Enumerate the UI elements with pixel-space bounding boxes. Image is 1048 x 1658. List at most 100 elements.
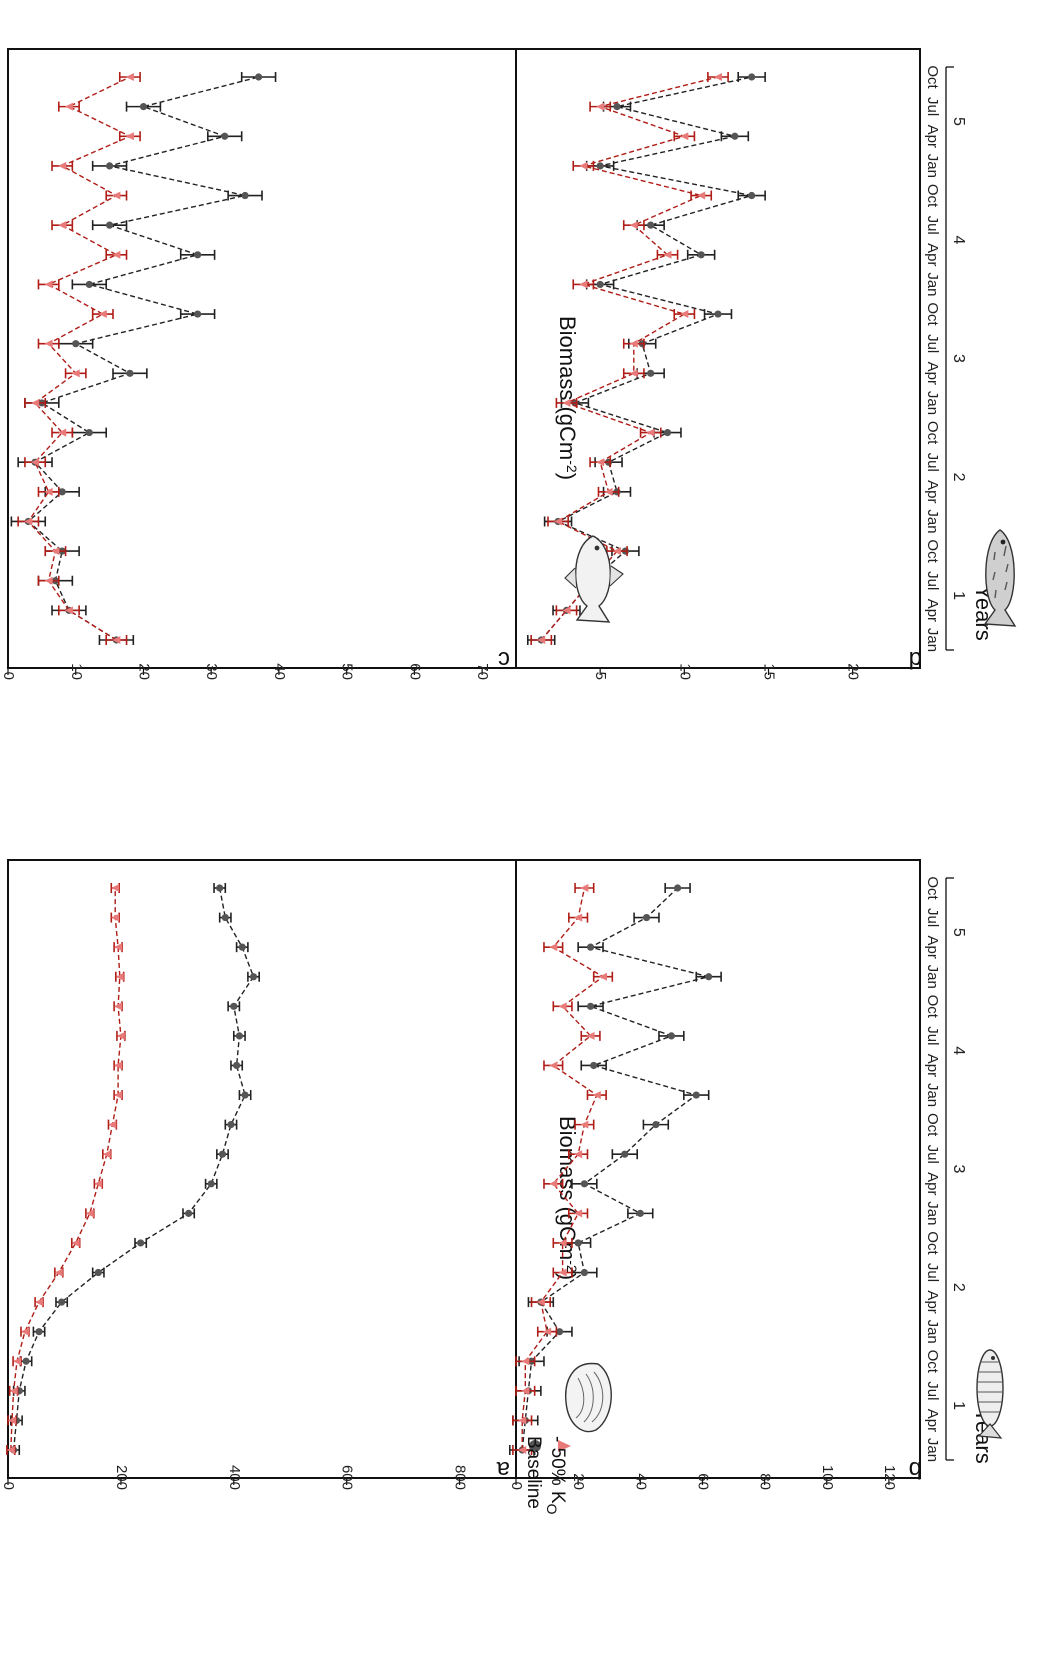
- data-point-baseline: [238, 943, 246, 951]
- legend-item-baseline: Baseline: [523, 1436, 544, 1509]
- data-point-reduced: [44, 576, 53, 585]
- data-point-reduced: [31, 458, 40, 467]
- data-point-reduced: [112, 250, 121, 259]
- data-point-baseline: [58, 1298, 66, 1306]
- panel-b: 0 20 40 60 80 100 120: [508, 859, 921, 1490]
- data-point-reduced: [579, 161, 588, 170]
- panel-letter-c: c: [498, 646, 510, 673]
- data-point-baseline: [216, 884, 224, 892]
- data-point-reduced: [518, 1416, 527, 1425]
- data-point-reduced: [604, 487, 613, 496]
- data-point-reduced: [44, 339, 53, 348]
- data-point-baseline: [586, 1002, 595, 1010]
- data-point-baseline: [85, 428, 93, 437]
- y-tick-label: 70: [474, 663, 491, 680]
- data-point-baseline: [235, 1032, 244, 1040]
- data-point-reduced: [521, 1386, 530, 1395]
- legend-item-reduced: - 50% KO: [544, 1436, 571, 1515]
- month-tick-label: Apr: [924, 243, 941, 266]
- data-point-reduced: [549, 943, 558, 952]
- y-tick-label: 800: [452, 1465, 469, 1490]
- data-point-reduced: [35, 1298, 44, 1307]
- y-tick-label: 0: [508, 1482, 525, 1490]
- data-point-baseline: [227, 1121, 235, 1129]
- data-point-reduced: [629, 369, 638, 378]
- series-line-baseline-c: [27, 76, 259, 641]
- legend-marker-baseline: [529, 1440, 541, 1452]
- year-tick-label: 3: [950, 1165, 967, 1174]
- month-tick-label: Oct: [924, 1231, 941, 1255]
- data-point-reduced: [629, 221, 638, 230]
- data-point-reduced: [71, 1238, 80, 1247]
- month-tick-label: Oct: [924, 302, 941, 326]
- data-point-baseline: [580, 1180, 588, 1188]
- y-tick-label: 100: [819, 1465, 836, 1490]
- y-tick-label: 200: [113, 1465, 130, 1490]
- y-tick-label: 5: [592, 672, 609, 680]
- data-point-reduced: [58, 221, 67, 230]
- data-point-reduced: [549, 1179, 558, 1188]
- data-point-reduced: [114, 943, 123, 952]
- panel-letter-d: d: [909, 646, 922, 673]
- x-axis-bottom: Jan Apr Jul Oct Jan Apr Jul Oct Jan Apr Jul Oct Jan A…: [924, 65, 967, 652]
- month-tick-label: Jul: [924, 1381, 941, 1400]
- data-point-reduced: [13, 1357, 22, 1366]
- data-point-baseline: [731, 132, 739, 140]
- data-point-baseline: [621, 1150, 629, 1158]
- y-axis-title-top: Biomass (gCm-2): [555, 316, 580, 480]
- data-point-reduced: [554, 517, 563, 526]
- year-tick-label: 5: [950, 928, 967, 937]
- data-point-reduced: [613, 547, 621, 556]
- data-point-reduced: [646, 428, 655, 437]
- data-point-reduced: [586, 1031, 595, 1040]
- month-tick-label: Oct: [924, 995, 941, 1019]
- month-tick-label: Jan: [924, 272, 941, 296]
- year-tick-label: 1: [950, 1401, 967, 1410]
- data-point-reduced: [85, 1209, 94, 1218]
- data-point-reduced: [680, 132, 689, 141]
- data-point-baseline: [674, 884, 682, 892]
- data-point-baseline: [663, 428, 672, 437]
- data-point-reduced: [562, 606, 571, 615]
- month-tick-label: Apr: [924, 1409, 941, 1432]
- month-tick-label: Jan: [924, 1201, 941, 1225]
- year-tick-label: 2: [950, 1283, 967, 1292]
- data-point-reduced: [24, 517, 33, 526]
- data-point-reduced: [6, 1446, 15, 1454]
- y-tick-label: 0: [0, 1482, 17, 1490]
- small-fish-icon: [976, 1349, 1004, 1439]
- month-tick-label: Oct: [924, 876, 941, 900]
- month-tick-label: Oct: [924, 1350, 941, 1374]
- series-line-reduced-c: [27, 76, 132, 641]
- data-point-reduced: [31, 398, 40, 407]
- month-tick-label: Jul: [924, 1145, 941, 1164]
- y-tick-label: 60: [406, 663, 423, 680]
- data-point-reduced: [125, 132, 134, 141]
- legend-label-baseline: Baseline: [523, 1436, 544, 1509]
- data-point-baseline: [221, 132, 229, 140]
- figure-rotated-group: Biomass (gCm-2) Biomass (gCm-2) Years Ye…: [0, 48, 1017, 1515]
- y-tick-label: 40: [632, 1473, 649, 1490]
- data-point-reduced: [44, 280, 53, 289]
- data-point-reduced: [116, 1031, 125, 1040]
- month-tick-label: Jan: [924, 628, 941, 652]
- data-point-baseline: [218, 1150, 227, 1158]
- y-tick-label: 10: [676, 663, 693, 680]
- month-tick-label: Apr: [924, 362, 941, 385]
- data-point-baseline: [22, 1357, 30, 1365]
- data-point-baseline: [586, 943, 595, 951]
- month-tick-label: Jul: [924, 908, 941, 927]
- data-point-reduced: [112, 191, 121, 200]
- data-point-reduced: [549, 1061, 558, 1070]
- data-point-reduced: [111, 913, 120, 922]
- panel-c: 0 10 20 30 40 50 60 70: [0, 48, 517, 680]
- data-point-reduced: [629, 339, 638, 348]
- plot-frame-b: [515, 859, 921, 1479]
- year-tick-label: 1: [950, 591, 967, 600]
- month-tick-label: Oct: [924, 1113, 941, 1137]
- y-tick-label: 0: [0, 672, 17, 680]
- data-point-reduced: [714, 73, 722, 81]
- data-point-baseline: [185, 1209, 193, 1217]
- month-tick-label: Jan: [924, 509, 941, 533]
- data-point-reduced: [58, 428, 67, 437]
